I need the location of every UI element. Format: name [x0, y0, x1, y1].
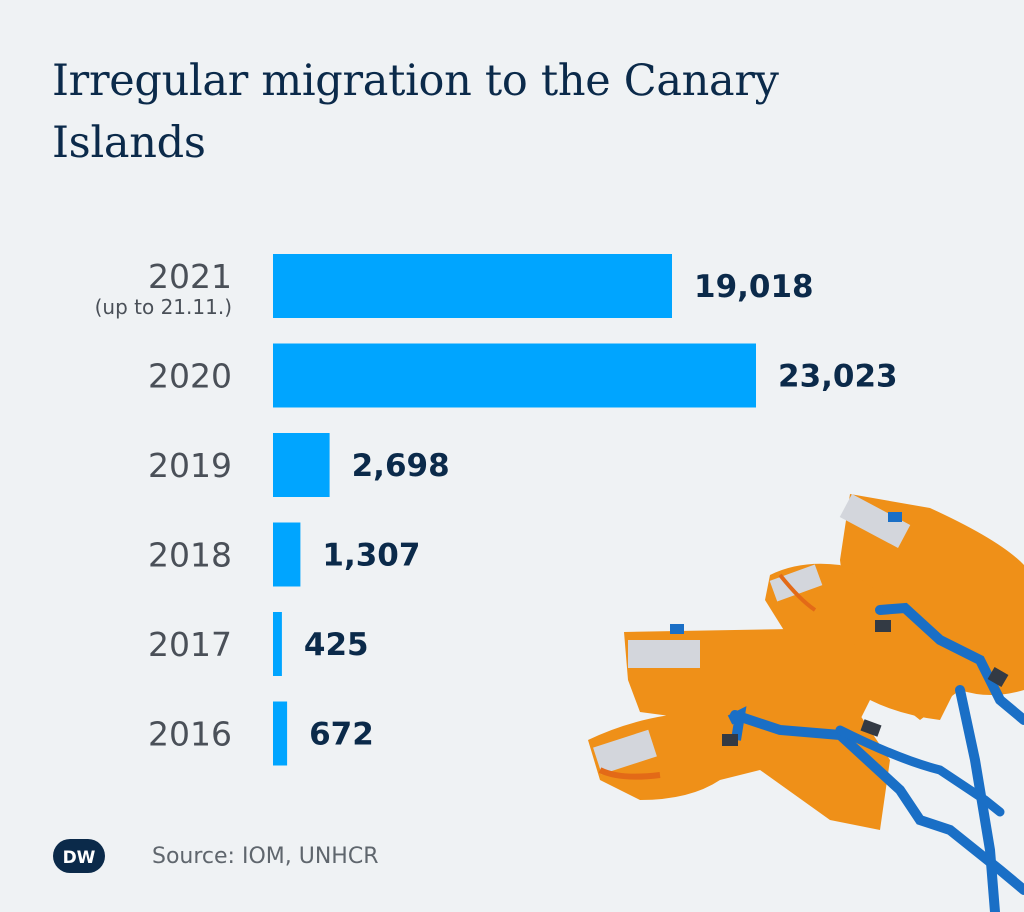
category-label-2019: 2019 [148, 446, 232, 485]
category-label-2016: 2016 [148, 715, 232, 754]
bar-2016 [273, 701, 288, 766]
category-label-2020: 2020 [148, 357, 232, 396]
category-label-2021: 2021 [148, 257, 232, 296]
chart-title: Irregular migration to the Canary Island… [52, 56, 779, 168]
source-note: Source: IOM, UNHCR [152, 843, 379, 869]
logo-text: DW [63, 848, 96, 868]
bar-2020 [273, 343, 756, 408]
bar-2021 [273, 254, 672, 318]
bar-2018 [273, 522, 301, 587]
dw-logo-icon: DW [53, 839, 105, 873]
bar-2019 [273, 433, 330, 497]
value-label-2020: 23,023 [778, 359, 898, 395]
footer: DW Source: IOM, UNHCR [52, 836, 379, 876]
category-note-2021: (up to 21.11.) [95, 295, 232, 319]
value-label-2017: 425 [304, 627, 369, 663]
value-label-2021: 19,018 [694, 269, 814, 305]
value-label-2019: 2,698 [352, 448, 450, 484]
value-label-2018: 1,307 [322, 538, 420, 574]
value-label-2016: 672 [309, 717, 374, 753]
bar-2017 [273, 612, 282, 676]
category-label-2017: 2017 [148, 625, 232, 664]
category-label-2018: 2018 [148, 536, 232, 575]
